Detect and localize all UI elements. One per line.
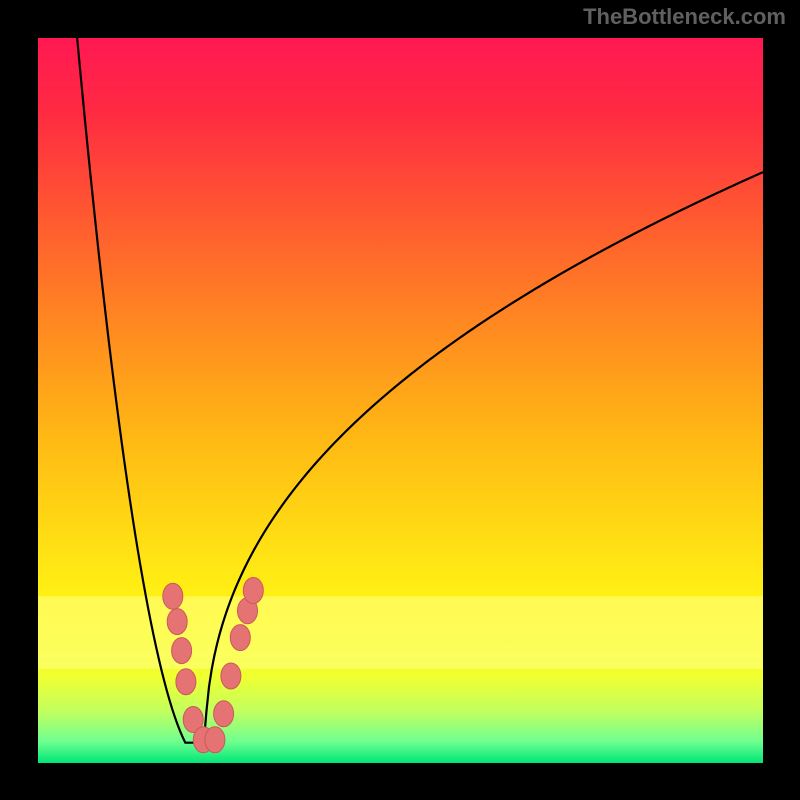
dot-marker bbox=[243, 578, 263, 604]
dot-marker bbox=[176, 669, 196, 695]
pale-yellow-band bbox=[38, 596, 763, 669]
dot-marker bbox=[221, 663, 241, 689]
plot-area bbox=[38, 38, 763, 763]
dot-marker bbox=[163, 583, 183, 609]
plot-svg bbox=[38, 38, 763, 763]
dot-marker bbox=[167, 609, 187, 635]
dot-marker bbox=[205, 727, 225, 753]
watermark-text: TheBottleneck.com bbox=[583, 4, 786, 30]
stage: TheBottleneck.com bbox=[0, 0, 800, 800]
dot-marker bbox=[230, 625, 250, 651]
dot-marker bbox=[172, 638, 192, 664]
dot-marker bbox=[214, 701, 234, 727]
